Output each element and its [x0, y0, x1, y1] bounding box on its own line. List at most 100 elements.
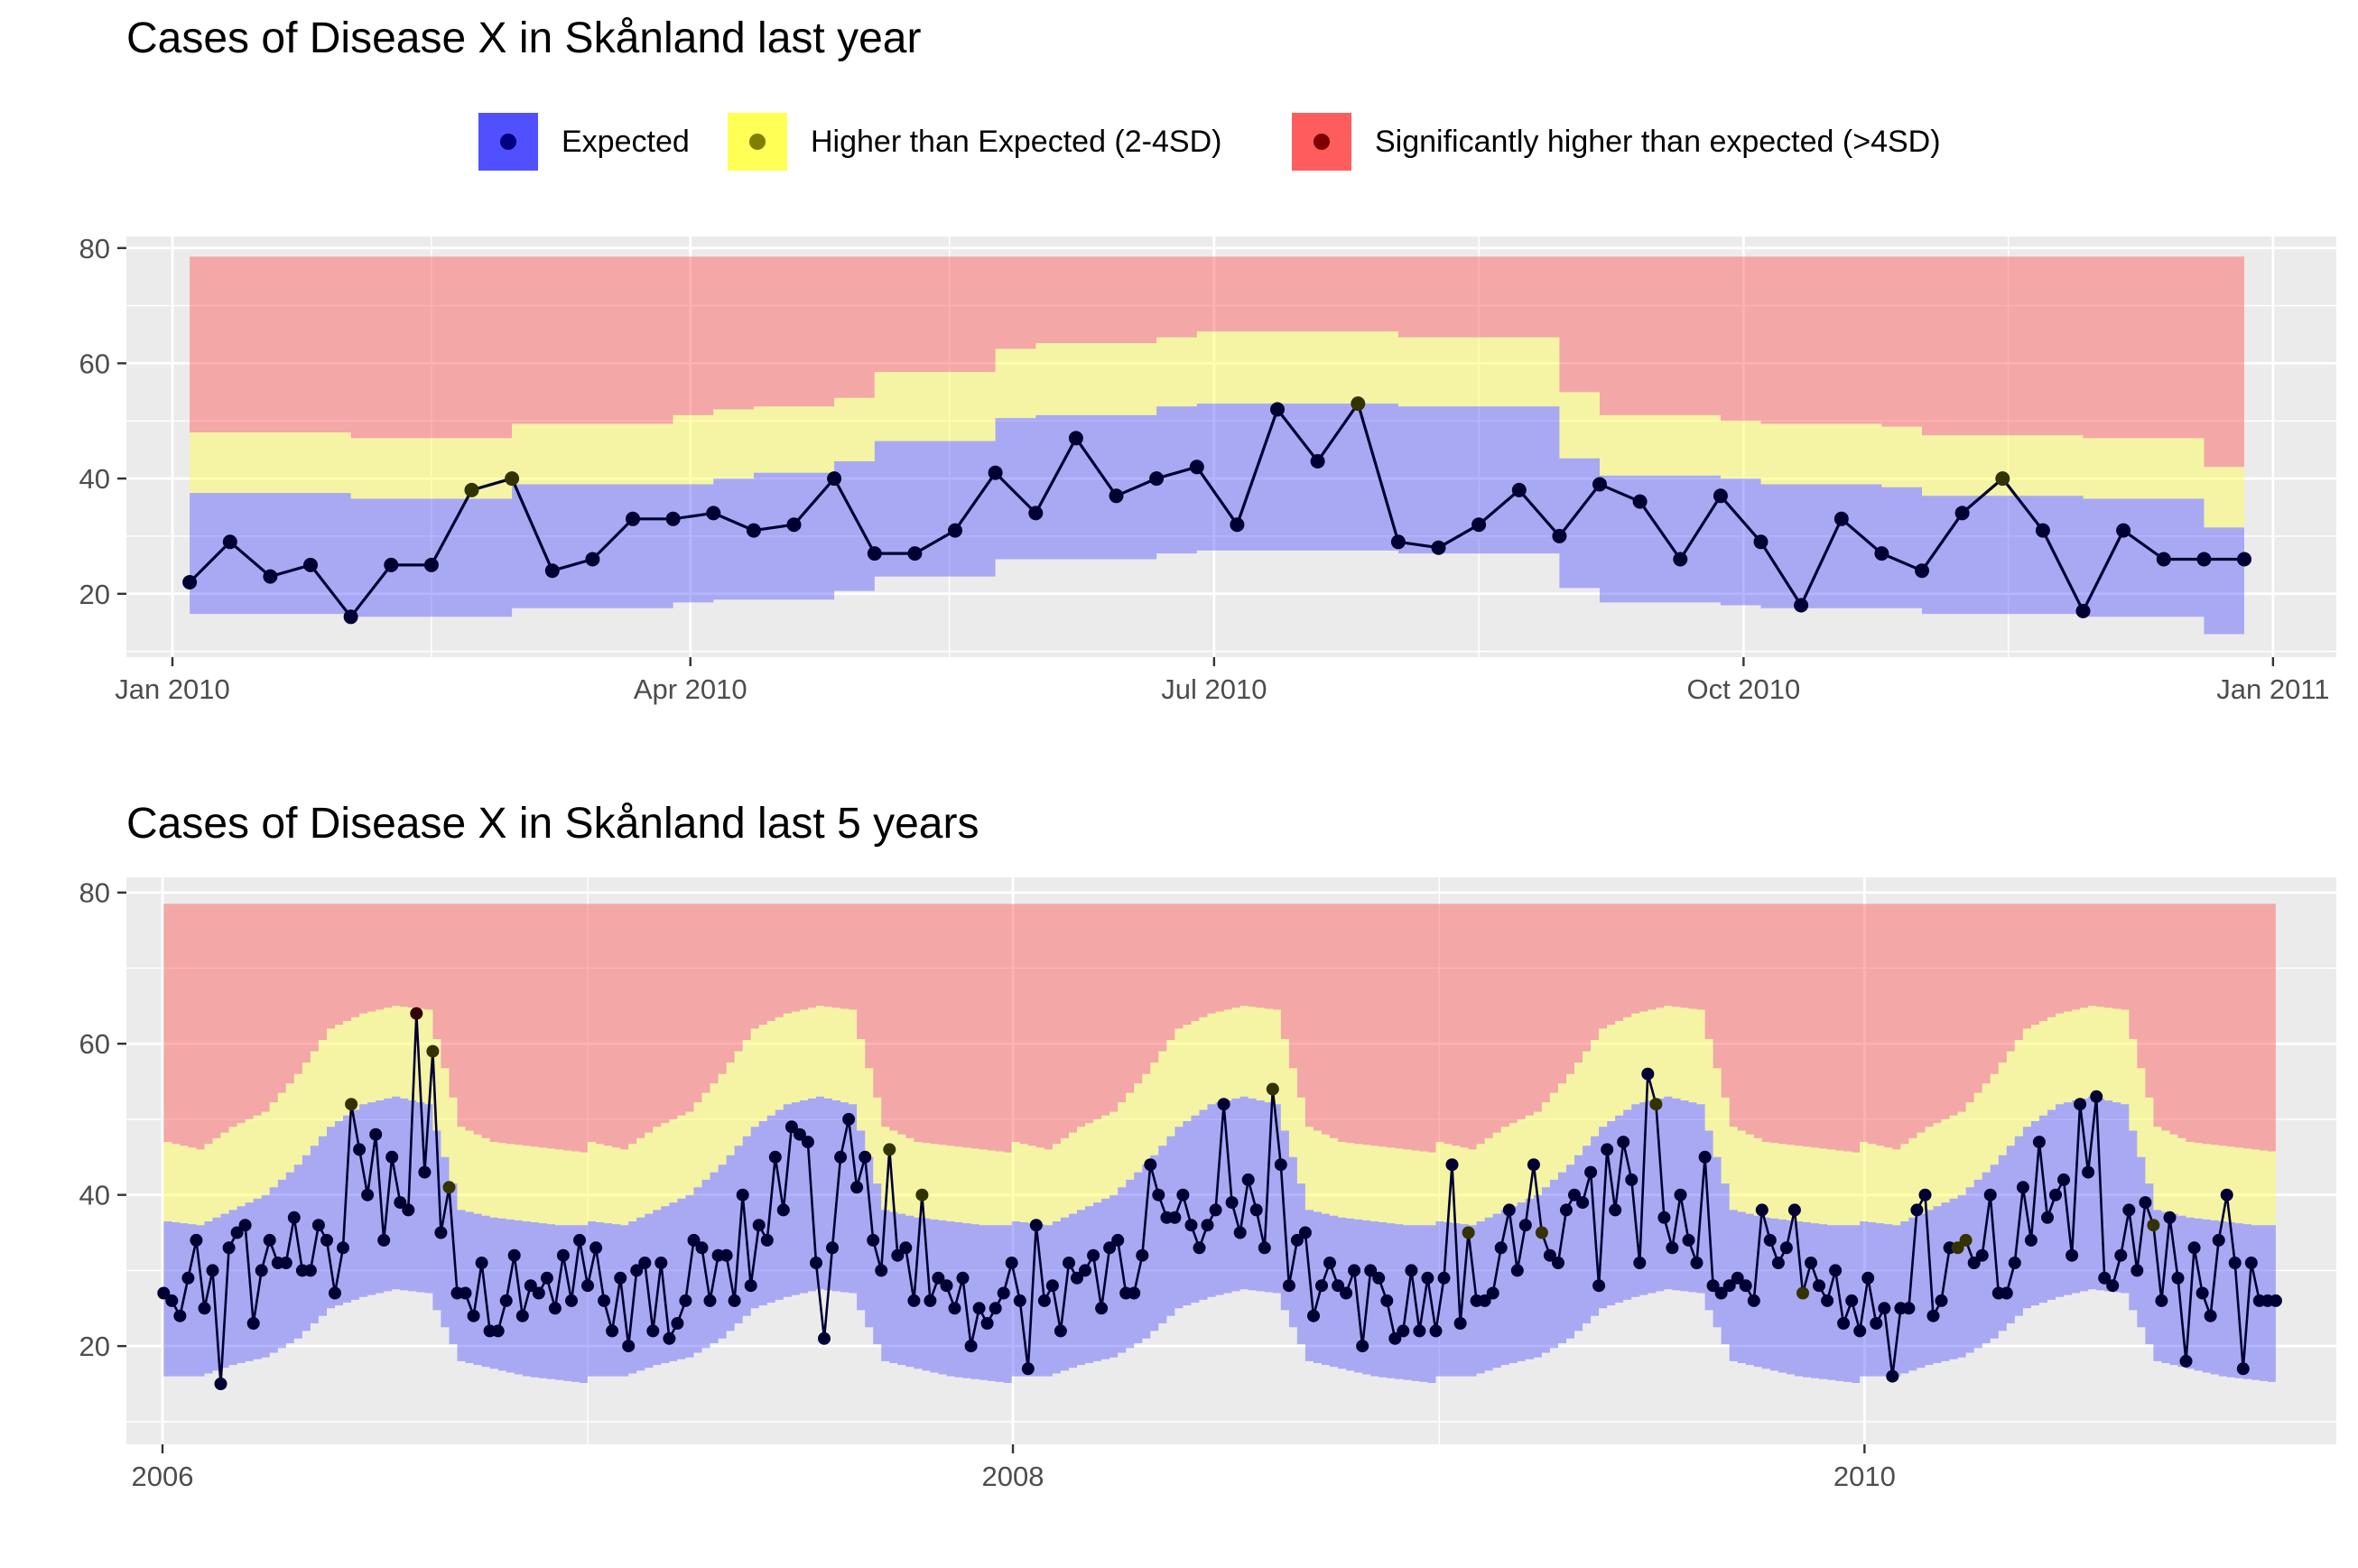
- data-point: [2236, 1362, 2250, 1376]
- data-point: [1494, 1241, 1508, 1255]
- data-point: [932, 1271, 945, 1285]
- data-point: [2156, 552, 2171, 567]
- data-point: [801, 1136, 814, 1149]
- data-point: [190, 1233, 203, 1247]
- data-point: [1833, 511, 1849, 526]
- data-point: [1995, 471, 2010, 487]
- data-point: [1079, 1264, 1091, 1277]
- band-significant: [190, 256, 2244, 502]
- data-point: [1364, 1264, 1378, 1277]
- data-point: [1095, 1302, 1109, 1315]
- data-point: [1617, 1136, 1630, 1149]
- data-point: [1878, 1302, 1891, 1315]
- x-tick-label: Apr 2010: [634, 673, 747, 705]
- data-point: [2082, 1165, 2095, 1179]
- data-point: [1918, 1188, 1932, 1202]
- data-point: [556, 1248, 570, 1262]
- data-point: [1453, 1317, 1467, 1330]
- data-point: [1518, 1219, 1532, 1232]
- data-point: [2075, 603, 2091, 618]
- data-point: [410, 1007, 423, 1020]
- x-tick-label: Jan 2011: [2216, 673, 2329, 705]
- data-point: [311, 1219, 325, 1232]
- data-point: [1315, 1279, 1328, 1293]
- data-point: [2074, 1098, 2087, 1111]
- data-point: [1935, 1294, 1948, 1307]
- data-point: [173, 1309, 187, 1322]
- data-point: [2032, 1136, 2046, 1149]
- data-point: [345, 1098, 358, 1111]
- data-point: [1356, 1340, 1369, 1353]
- data-point: [1037, 1294, 1051, 1307]
- data-point: [695, 1241, 709, 1255]
- data-point: [426, 1044, 440, 1058]
- data-point: [1861, 1271, 1875, 1285]
- data-point: [1870, 1317, 1883, 1330]
- data-point: [1189, 459, 1204, 475]
- data-point: [842, 1112, 856, 1126]
- legend-point-significant: [1314, 134, 1330, 150]
- data-point: [418, 1165, 432, 1179]
- data-point: [1753, 534, 1768, 550]
- data-point: [1682, 1233, 1695, 1247]
- data-point: [467, 1309, 480, 1322]
- data-point: [238, 1219, 252, 1232]
- data-point: [2035, 523, 2050, 538]
- data-point: [2122, 1203, 2136, 1217]
- data-point: [1763, 1233, 1777, 1247]
- y-tick-label: 80: [79, 233, 110, 264]
- legend-label-expected: Expected: [562, 125, 690, 159]
- data-point: [303, 557, 318, 572]
- data-point: [353, 1143, 367, 1156]
- data-point: [1673, 552, 1688, 567]
- data-point: [2163, 1211, 2177, 1224]
- data-point: [626, 511, 640, 526]
- y-tick-label: 60: [79, 1028, 110, 1060]
- data-point: [988, 465, 1003, 480]
- data-point: [1592, 1279, 1606, 1293]
- data-point: [2204, 1309, 2217, 1322]
- data-point: [1348, 1264, 1361, 1277]
- data-point: [1029, 1219, 1043, 1232]
- data-point: [2066, 1248, 2079, 1262]
- data-point: [1332, 1279, 1345, 1293]
- data-point: [1568, 1188, 1581, 1202]
- data-point: [1886, 1369, 1899, 1383]
- data-point: [329, 1286, 341, 1300]
- data-point: [972, 1302, 986, 1315]
- data-point: [1813, 1279, 1825, 1293]
- data-point: [246, 1317, 260, 1330]
- data-point: [2155, 1294, 2168, 1307]
- data-point: [875, 1264, 888, 1277]
- data-point: [1111, 1233, 1125, 1247]
- data-point: [206, 1264, 219, 1277]
- data-point: [1560, 1203, 1573, 1217]
- data-point: [1722, 1279, 1736, 1293]
- data-point: [198, 1302, 211, 1315]
- data-point: [2139, 1196, 2152, 1210]
- data-point: [2269, 1294, 2282, 1307]
- data-point: [1168, 1211, 1182, 1224]
- data-point: [867, 1233, 880, 1247]
- data-point: [532, 1286, 545, 1300]
- data-point: [736, 1188, 749, 1202]
- data-point: [573, 1233, 586, 1247]
- data-point: [786, 517, 802, 533]
- data-point: [997, 1286, 1010, 1300]
- data-point: [1674, 1188, 1687, 1202]
- y-tick-label: 20: [79, 1331, 110, 1362]
- data-point: [948, 1302, 961, 1315]
- legend-item-higher: Higher than Expected (2-4SD): [728, 113, 1221, 171]
- plot-background: [126, 877, 2336, 1444]
- data-point: [1576, 1196, 1590, 1210]
- data-point: [1087, 1248, 1100, 1262]
- data-point: [883, 1143, 896, 1156]
- data-point: [1128, 1286, 1141, 1300]
- data-point: [867, 546, 882, 561]
- data-point: [2131, 1264, 2144, 1277]
- data-point: [1323, 1257, 1336, 1269]
- legend: Expected Higher than Expected (2-4SD) Si…: [478, 113, 1941, 171]
- data-point: [646, 1324, 660, 1338]
- data-point: [1552, 528, 1567, 543]
- data-point: [1837, 1317, 1851, 1330]
